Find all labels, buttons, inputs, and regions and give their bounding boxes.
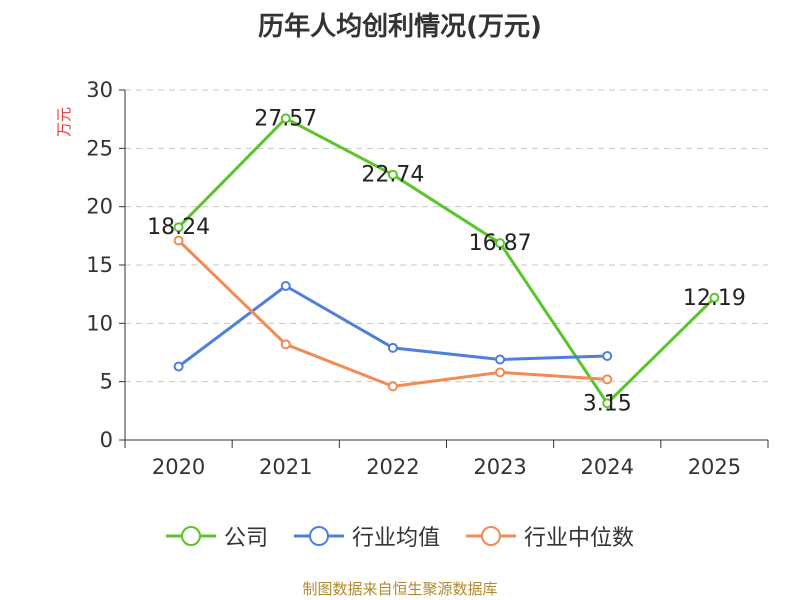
data-point (387, 169, 398, 180)
x-tick-label: 2021 (259, 455, 312, 479)
series-line (177, 116, 716, 405)
y-tick-label: 25 (86, 136, 113, 160)
series-line (177, 239, 608, 388)
data-point (280, 113, 291, 124)
series-line (177, 284, 608, 368)
y-tick-label: 30 (86, 78, 113, 102)
data-label: 27.57 (254, 106, 317, 131)
data-point (495, 367, 506, 378)
y-tick-label: 10 (86, 311, 113, 335)
series-lines (173, 113, 720, 409)
data-point (602, 398, 613, 409)
data-label: 16.87 (469, 231, 532, 256)
x-tick-label: 2020 (152, 455, 205, 479)
y-tick-label: 15 (86, 253, 113, 277)
data-point (387, 342, 398, 353)
data-labels: 18.24 27.57 22.74 16.87 3.15 12.19 (147, 106, 746, 416)
legend-line-circle-icon (466, 526, 516, 546)
legend-line-circle-icon (293, 526, 344, 546)
data-label: 12.19 (683, 286, 746, 311)
legend-label: 行业均值 (351, 526, 440, 551)
x-tick-label: 2023 (473, 455, 526, 479)
series-2 (173, 235, 613, 392)
data-point (173, 235, 184, 246)
chart-title: 历年人均创利情况(万元) (258, 12, 542, 42)
y-tick-label: 20 (86, 195, 113, 219)
data-point (495, 354, 506, 365)
legend-label: 公司 (223, 526, 268, 551)
data-label: 18.24 (147, 215, 210, 240)
data-point (280, 281, 291, 291)
legend-item[interactable]: 公司 (165, 520, 268, 552)
grid-lines (125, 89, 768, 383)
y-axis-label: 万元 (55, 107, 73, 137)
legend-line-circle-icon (165, 526, 216, 546)
data-point (280, 339, 291, 350)
legend: 公司 行业均值 行业中位数 (0, 520, 800, 552)
y-tick-label: 5 (100, 370, 113, 394)
data-point (173, 361, 184, 372)
legend-item[interactable]: 行业中位数 (466, 520, 634, 552)
x-tick-label: 2024 (581, 455, 634, 479)
data-point (709, 292, 720, 303)
series-0 (173, 113, 720, 409)
data-point (495, 238, 506, 249)
x-tick-label: 2025 (688, 455, 741, 479)
data-point (387, 381, 398, 392)
y-tick-label: 0 (100, 428, 113, 452)
source-note: 制图数据来自恒生聚源数据库 (302, 580, 498, 598)
data-point (602, 374, 613, 385)
series-1 (173, 281, 613, 372)
x-tick-label: 2022 (366, 455, 419, 479)
data-point (173, 222, 184, 233)
legend-item[interactable]: 行业均值 (293, 520, 440, 552)
data-label: 22.74 (361, 163, 424, 188)
legend-label: 行业中位数 (524, 526, 635, 551)
data-point (602, 351, 613, 361)
data-label: 3.15 (583, 391, 632, 416)
